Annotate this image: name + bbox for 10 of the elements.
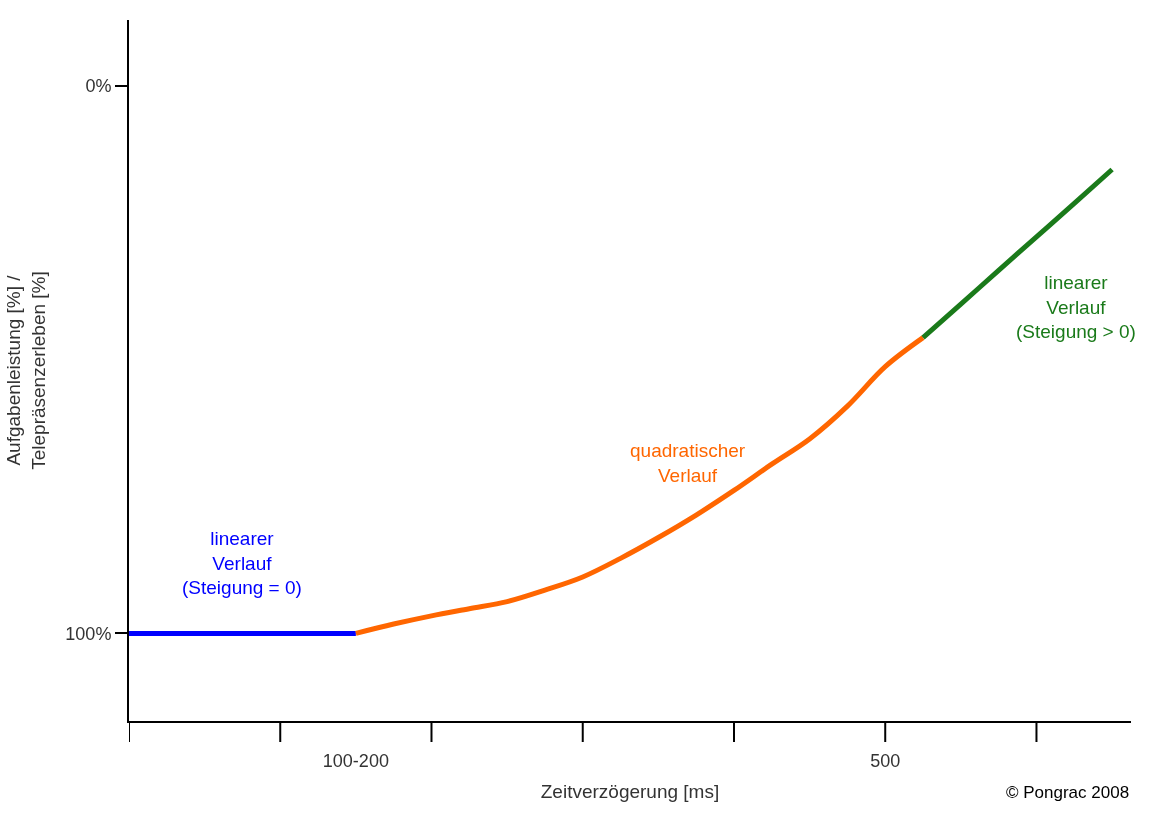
y-tick-label: 0% xyxy=(85,76,112,97)
series-label: linearer Verlauf (Steigung = 0) xyxy=(182,528,302,599)
x-axis-title: Zeitverzögerung [ms] xyxy=(540,780,720,802)
y-axis-title: Aufgabenleistung [%] / Telepräsenzerleben [%] xyxy=(3,271,49,470)
y-tick-label: 100% xyxy=(65,623,112,644)
x-tick-label: 100-200 xyxy=(322,750,389,771)
x-tick-label: 500 xyxy=(870,750,901,771)
series-label: linearer Verlauf (Steigung > 0) xyxy=(1016,272,1136,343)
text: © Pongrac 2008 xyxy=(1006,783,1130,802)
series-label: quadratischer Verlauf xyxy=(630,440,746,486)
